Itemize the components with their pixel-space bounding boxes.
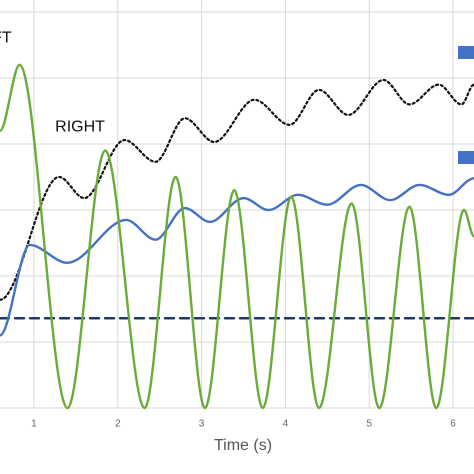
x-axis-label: Time (s) xyxy=(214,437,272,454)
series-line xyxy=(0,63,474,410)
legend-swatch xyxy=(458,151,474,164)
annotation: RIGHT xyxy=(55,119,105,136)
annotation: LEFT xyxy=(0,30,12,47)
plot-area xyxy=(0,63,474,410)
x-tick-label: 1 xyxy=(31,419,37,430)
series-line xyxy=(0,78,474,301)
x-tick-label: 5 xyxy=(366,419,372,430)
grid xyxy=(0,0,474,409)
x-tick-label: 2 xyxy=(115,419,121,430)
labels: 1 2 3 4 5 6 LEFT RIGHT xyxy=(0,30,456,430)
x-tick-label: 6 xyxy=(450,419,456,430)
x-tick-label: 4 xyxy=(283,419,289,430)
legend-swatch xyxy=(458,46,474,59)
series-line xyxy=(0,177,474,337)
x-tick-label: 3 xyxy=(199,419,205,430)
